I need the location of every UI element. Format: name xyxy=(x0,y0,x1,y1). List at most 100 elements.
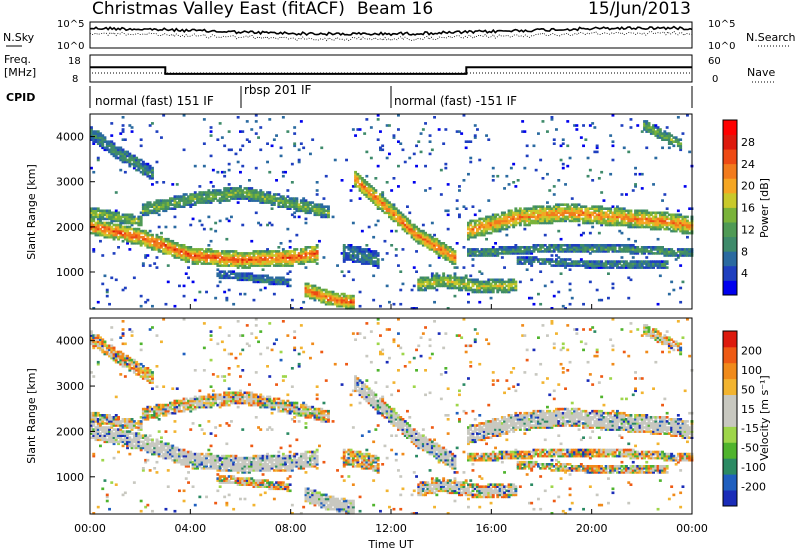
power-cell xyxy=(211,197,215,200)
power-cell xyxy=(261,262,265,265)
power-cell xyxy=(302,262,306,265)
power-cell xyxy=(498,246,502,249)
power-cell xyxy=(245,276,249,280)
power-cell xyxy=(665,134,669,137)
power-cell xyxy=(550,307,554,310)
power-cell xyxy=(110,211,114,215)
power-cell xyxy=(645,250,649,253)
power-cell xyxy=(270,256,274,259)
velocity-cell xyxy=(101,338,105,341)
power-cell xyxy=(643,246,646,249)
power-cell xyxy=(686,254,689,257)
velocity-cell xyxy=(94,418,98,421)
power-cell xyxy=(546,221,549,225)
power-cell xyxy=(123,219,127,223)
power-cell xyxy=(92,223,96,227)
power-cell xyxy=(369,126,373,129)
power-cell xyxy=(160,239,163,243)
power-cell xyxy=(458,189,461,192)
power-cell xyxy=(534,209,538,213)
power-cell xyxy=(144,254,148,257)
velocity-cell xyxy=(96,422,100,425)
power-cell xyxy=(306,282,310,286)
velocity-cell xyxy=(105,426,109,429)
power-cell xyxy=(193,256,197,259)
power-cell xyxy=(288,207,292,210)
power-cell xyxy=(151,172,154,176)
power-cell xyxy=(119,152,123,156)
power-cell xyxy=(559,219,563,223)
velocity-cell xyxy=(121,354,125,358)
velocity-cell xyxy=(112,350,116,354)
power-cell xyxy=(686,114,689,117)
power-cell xyxy=(415,144,418,148)
power-cell xyxy=(155,242,159,245)
velocity-cell xyxy=(105,434,109,437)
power-cell xyxy=(618,262,622,265)
power-cell xyxy=(232,189,236,192)
power-cell xyxy=(119,146,123,150)
power-cell xyxy=(566,246,570,249)
velocity-cell xyxy=(130,424,134,427)
power-cell xyxy=(458,282,461,286)
power-cell xyxy=(403,219,407,223)
power-cell xyxy=(541,211,545,215)
power-cell xyxy=(284,197,287,200)
velocity-cell xyxy=(119,360,123,364)
velocity-cell xyxy=(110,326,114,329)
power-cell xyxy=(324,213,328,217)
power-cell xyxy=(661,134,664,137)
power-cell xyxy=(406,217,409,221)
power-cell xyxy=(236,266,240,269)
power-cell xyxy=(681,225,685,229)
power-cell xyxy=(552,205,556,208)
velocity-cell xyxy=(112,442,116,446)
power-cell xyxy=(419,288,423,292)
power-cell xyxy=(609,172,613,176)
power-cell xyxy=(132,215,136,219)
power-cell xyxy=(419,276,423,280)
power-cell xyxy=(105,294,109,298)
power-cell xyxy=(428,280,432,284)
nave-tick-high: 60 xyxy=(708,56,721,67)
power-cell xyxy=(218,274,222,278)
power-cell xyxy=(625,221,628,225)
power-cell xyxy=(640,211,644,215)
power-cell xyxy=(266,250,269,253)
power-cell xyxy=(656,250,660,253)
power-cell xyxy=(647,122,651,125)
power-cell xyxy=(306,284,310,288)
power-cell xyxy=(557,217,561,221)
power-cell xyxy=(609,217,613,221)
power-cell xyxy=(424,278,427,282)
power-cell xyxy=(144,237,148,241)
power-cell xyxy=(487,219,491,223)
power-cell xyxy=(110,122,114,125)
power-cell xyxy=(575,246,579,249)
power-cell xyxy=(144,229,148,233)
power-cell xyxy=(534,221,538,225)
power-cell xyxy=(230,191,233,194)
power-cell xyxy=(577,219,581,223)
power-cell xyxy=(225,264,229,267)
power-cell xyxy=(169,248,172,251)
power-cell xyxy=(108,225,111,229)
power-cell xyxy=(252,260,256,263)
power-cell xyxy=(595,144,599,148)
power-cell xyxy=(146,172,150,176)
power-cell xyxy=(433,248,436,251)
power-cell xyxy=(135,239,139,243)
power-cell xyxy=(254,278,258,282)
power-cell xyxy=(412,237,416,241)
power-cell xyxy=(602,207,606,210)
power-cell xyxy=(573,211,576,215)
power-cell xyxy=(478,270,482,273)
power-cell xyxy=(112,152,116,156)
power-cell xyxy=(478,284,482,288)
power-cell xyxy=(96,215,100,219)
power-cell xyxy=(358,248,362,251)
power-cell xyxy=(595,266,599,269)
power-cell xyxy=(609,219,613,223)
power-cell xyxy=(532,209,536,213)
velocity-cell xyxy=(101,342,105,346)
